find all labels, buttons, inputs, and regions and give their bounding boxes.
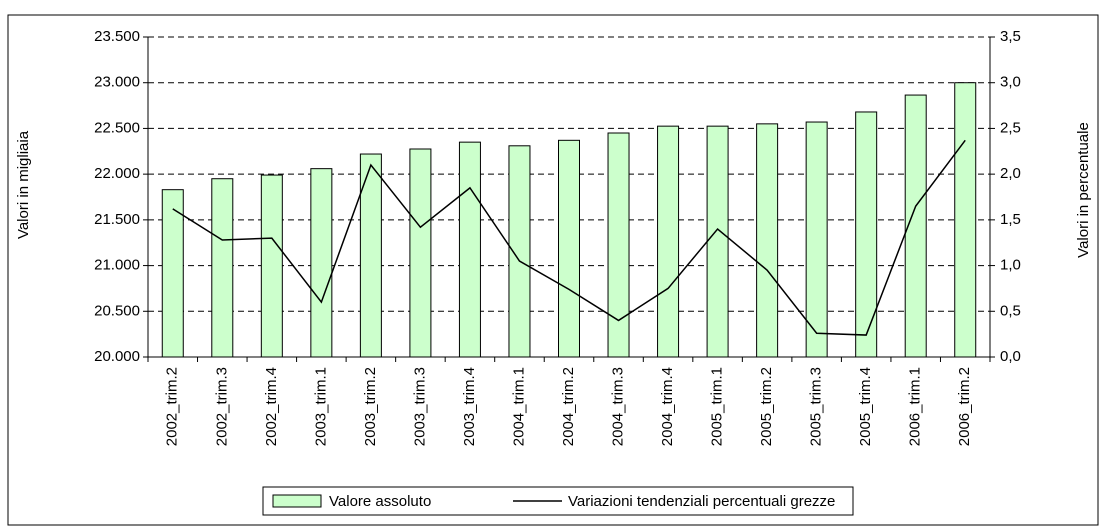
bar: [211, 178, 234, 358]
line: [172, 139, 966, 336]
x-tick-label: 2005_trim.1: [709, 367, 726, 446]
y2-tick-label: 1,0: [1000, 257, 1021, 274]
x-tick-label: 2006_trim.2: [956, 367, 973, 446]
bar: [310, 168, 333, 358]
y-axis-label: Valori in migliaia: [15, 130, 32, 239]
bar: [756, 123, 779, 358]
x-tick-label: 2002_trim.3: [213, 367, 230, 446]
y2-tick-label: 2,0: [1000, 165, 1021, 182]
y-tick-label: 21.000: [94, 257, 140, 274]
bar: [954, 82, 977, 358]
bar: [805, 121, 828, 358]
bar: [558, 139, 580, 358]
y2-tick-label: 3,5: [1000, 28, 1021, 45]
bar: [409, 148, 432, 358]
y-tick-label: 21.500: [94, 211, 140, 228]
y-tick-label: 23.000: [94, 74, 140, 91]
x-tick-label: 2003_trim.4: [461, 367, 478, 446]
x-tick-label: 2003_trim.3: [411, 367, 428, 446]
x-tick-label: 2005_trim.2: [758, 367, 775, 446]
bar: [458, 141, 481, 358]
y2-tick-label: 0,0: [1000, 348, 1021, 365]
legend-label: Valore assoluto: [329, 493, 431, 510]
y2-tick-label: 3,0: [1000, 74, 1021, 91]
x-tick-label: 2002_trim.2: [164, 367, 181, 446]
x-tick-label: 2004_trim.2: [560, 367, 577, 446]
x-tick-label: 2006_trim.1: [907, 367, 924, 446]
bar: [607, 132, 630, 358]
x-tick-label: 2005_trim.4: [857, 367, 874, 446]
bar: [260, 174, 283, 358]
x-tick-label: 2004_trim.1: [510, 367, 527, 446]
y-tick-label: 22.000: [94, 165, 140, 182]
bar: [657, 125, 680, 358]
bar: [706, 125, 729, 358]
x-tick-label: 2004_trim.3: [609, 367, 626, 446]
y-tick-label: 20.500: [94, 302, 140, 319]
y-tick-label: 22.500: [94, 119, 140, 136]
y-tick-label: 20.000: [94, 348, 140, 365]
x-tick-label: 2005_trim.3: [808, 367, 825, 446]
legend-label: Variazioni tendenziali percentuali grezz…: [568, 493, 835, 510]
bar: [855, 111, 878, 358]
legend-swatch: [272, 494, 322, 508]
y2-tick-label: 1,5: [1000, 211, 1021, 228]
x-tick-label: 2004_trim.4: [659, 367, 676, 446]
y2-tick-label: 2,5: [1000, 119, 1021, 136]
y2-axis-label: Valori in percentuale: [1075, 122, 1092, 258]
x-tick-label: 2003_trim.1: [312, 367, 329, 446]
y2-tick-label: 0,5: [1000, 302, 1021, 319]
bar: [161, 189, 184, 358]
x-tick-label: 2003_trim.2: [362, 367, 379, 446]
y-tick-label: 23.500: [94, 28, 140, 45]
x-tick-label: 2002_trim.4: [263, 367, 280, 446]
